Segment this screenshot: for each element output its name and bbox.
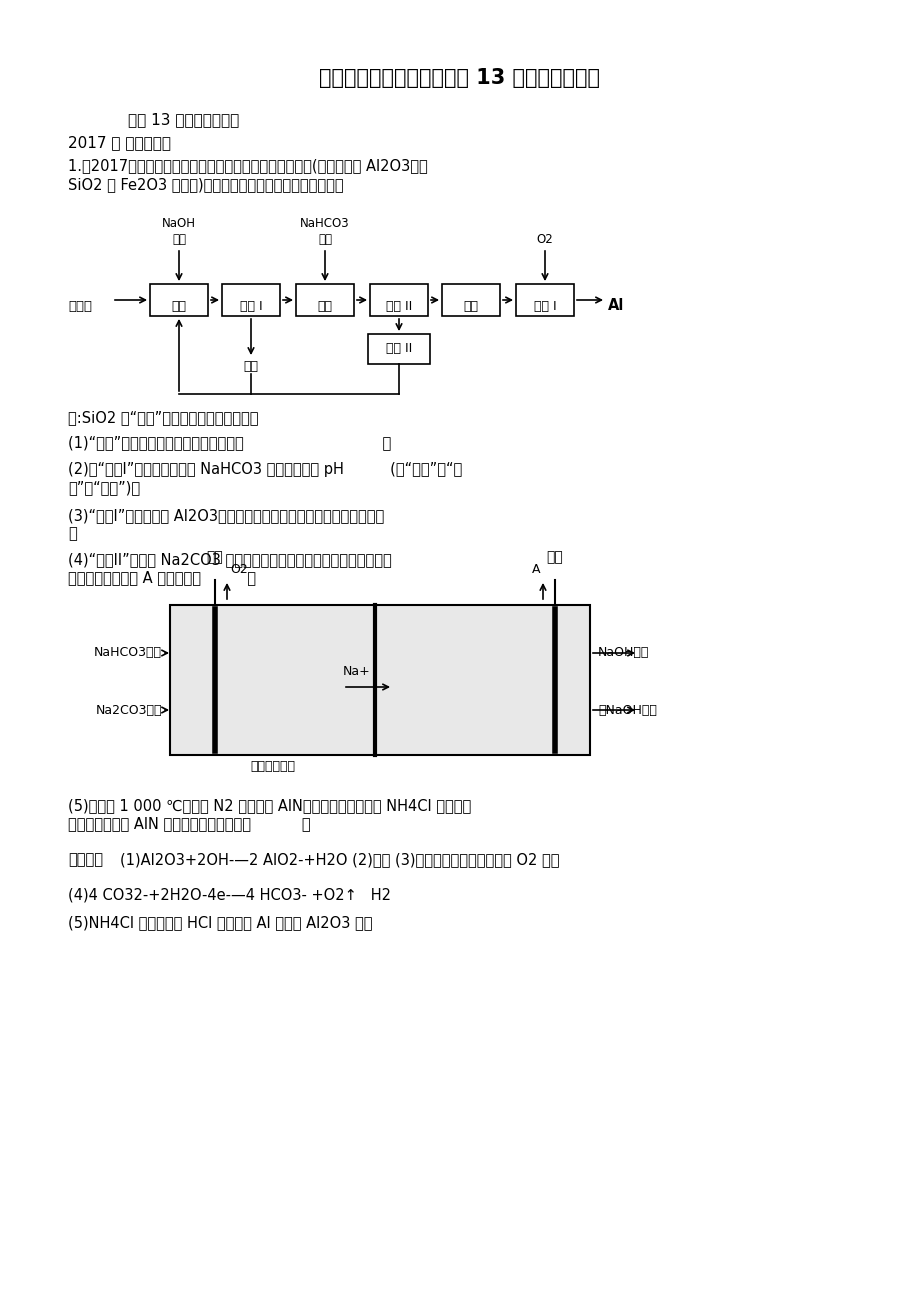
Text: Al: Al — [607, 298, 624, 314]
Text: NaOH
溶液: NaOH 溶液 — [162, 217, 196, 246]
Bar — [369, 284, 427, 316]
Text: 注:SiO2 在“碱溶”时转化为铝硅酸钠沉淀。: 注:SiO2 在“碱溶”时转化为铝硅酸钠沉淀。 — [68, 410, 258, 424]
Text: 2017 年 化学高考题: 2017 年 化学高考题 — [68, 135, 171, 150]
Text: (5)NH4Cl 分解产生的 HCl 能够破坏 Al 表面的 Al2O3 薄膜: (5)NH4Cl 分解产生的 HCl 能够破坏 Al 表面的 Al2O3 薄膜 — [68, 915, 372, 930]
Bar — [150, 284, 208, 316]
Text: 碱溶: 碱溶 — [171, 299, 187, 312]
Text: 阳离子交换膜: 阳离子交换膜 — [250, 760, 295, 773]
Text: 专题 13 电化学综合应用: 专题 13 电化学综合应用 — [128, 112, 239, 128]
Bar — [441, 284, 499, 316]
Text: 变”或“减小”)。: 变”或“减小”)。 — [68, 480, 140, 495]
Text: A: A — [531, 562, 539, 575]
Text: Na2CO3溶液: Na2CO3溶液 — [96, 703, 162, 716]
Text: 阳极: 阳极 — [207, 549, 223, 564]
Text: 滤渣: 滤渣 — [244, 359, 258, 372]
Text: 。: 。 — [68, 526, 76, 542]
Text: NaOH溶液: NaOH溶液 — [597, 647, 649, 660]
Text: 电解 I: 电解 I — [533, 299, 556, 312]
Text: 过滤 I: 过滤 I — [240, 299, 262, 312]
Text: ，阴极产生的物质 A 的化学式为          。: ，阴极产生的物质 A 的化学式为 。 — [68, 570, 255, 585]
Text: 【答案】: 【答案】 — [68, 852, 103, 867]
Text: (2)向“过滤I”所得滤液中加入 NaHCO3 溶液，溶液的 pH          (填“增大”、“不: (2)向“过滤I”所得滤液中加入 NaHCO3 溶液，溶液的 pH (填“增大”… — [68, 462, 461, 477]
Text: NaHCO3溶液: NaHCO3溶液 — [94, 647, 162, 660]
Text: (5)铝粉在 1 000 ℃时可与 N2 反应制备 AlN。在铝粉中添加少量 NH4Cl 固体并充: (5)铝粉在 1 000 ℃时可与 N2 反应制备 AlN。在铝粉中添加少量 N… — [68, 798, 471, 812]
Text: O2: O2 — [536, 233, 552, 246]
Text: 过滤 II: 过滤 II — [385, 299, 412, 312]
Text: 反应: 反应 — [317, 299, 332, 312]
Text: 铝土矿: 铝土矿 — [68, 299, 92, 312]
Text: 分混合，有利于 AlN 的制备，其主要原因是           。: 分混合，有利于 AlN 的制备，其主要原因是 。 — [68, 816, 311, 831]
Text: 电解 II: 电解 II — [385, 342, 412, 355]
Text: 阴极: 阴极 — [546, 549, 562, 564]
Text: NaHCO3
溶液: NaHCO3 溶液 — [300, 217, 349, 246]
Text: (3)“电解I”是电解熔融 Al2O3，电解过程中作阳极的石墨易消耗，原因是: (3)“电解I”是电解熔融 Al2O3，电解过程中作阳极的石墨易消耗，原因是 — [68, 508, 384, 523]
Text: (4)4 CO32-+2H2O-4e-—4 HCO3- +O2↑   H2: (4)4 CO32-+2H2O-4e-—4 HCO3- +O2↑ H2 — [68, 888, 391, 904]
Text: O2: O2 — [230, 562, 247, 575]
Bar — [221, 284, 279, 316]
Bar — [368, 335, 429, 365]
Text: (4)“电解II”是电解 Na2CO3 溶液，原理如图所示。阳极的电极反应式为: (4)“电解II”是电解 Na2CO3 溶液，原理如图所示。阳极的电极反应式为 — [68, 552, 391, 566]
Bar — [170, 605, 589, 755]
Text: (1)Al2O3+2OH-—2 AlO2-+H2O (2)减小 (3)石墨电极被阳极上产生的 O2 氧化: (1)Al2O3+2OH-—2 AlO2-+H2O (2)减小 (3)石墨电极被… — [119, 852, 559, 867]
Bar — [516, 284, 573, 316]
Text: 稀NaOH溶液: 稀NaOH溶液 — [597, 703, 656, 716]
Text: Na+: Na+ — [343, 665, 370, 678]
Text: 高考化学试题分类解析专题 13 电化学综合应用: 高考化学试题分类解析专题 13 电化学综合应用 — [319, 68, 600, 89]
Text: 1.【2017年高考江苏卷】铝是应用广泛的金属。以铝土矿(主要成分为 Al2O3，含: 1.【2017年高考江苏卷】铝是应用广泛的金属。以铝土矿(主要成分为 Al2O3… — [68, 158, 427, 173]
Bar — [296, 284, 354, 316]
Text: (1)“碱溶”时生成偏铝酸钠的离子方程式为                              。: (1)“碱溶”时生成偏铝酸钠的离子方程式为 。 — [68, 435, 391, 450]
Text: SiO2 和 Fe2O3 等杂质)为原料制备铝的一种工艺流程如下：: SiO2 和 Fe2O3 等杂质)为原料制备铝的一种工艺流程如下： — [68, 177, 344, 191]
Text: 灼烧: 灼烧 — [463, 299, 478, 312]
